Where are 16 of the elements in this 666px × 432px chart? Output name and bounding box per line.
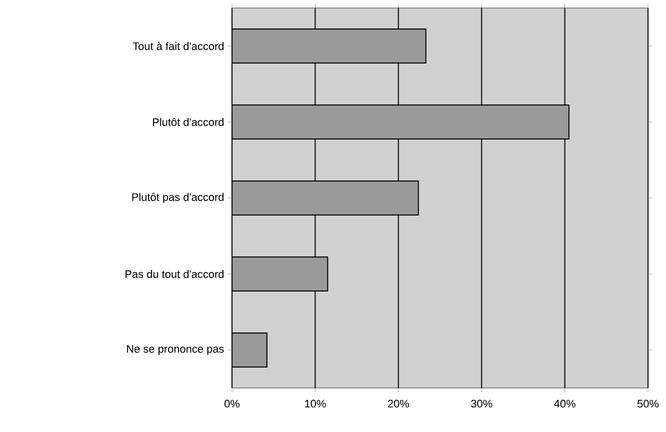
- bar: [232, 28, 426, 64]
- x-tick-label: 30%: [471, 400, 492, 408]
- x-tick-label: 0%: [224, 400, 240, 408]
- y-tick-label: Pas du tout d'accord: [126, 270, 224, 278]
- x-tick-label: 20%: [388, 400, 409, 408]
- y-tick-label: Plutôt d'accord: [152, 118, 224, 126]
- bar: [232, 104, 570, 140]
- y-tick-label: Plutôt pas d'accord: [132, 192, 224, 204]
- bar: [232, 256, 328, 292]
- bar: [232, 180, 419, 216]
- y-tick-label: Tout à fait d'accord: [132, 42, 224, 50]
- x-tick-label: 50%: [637, 400, 659, 408]
- y-tick-label: Ne se prononce pas: [127, 345, 224, 355]
- x-tick-label: 40%: [554, 400, 576, 408]
- x-tick-label: 10%: [305, 400, 326, 408]
- bar: [232, 332, 268, 368]
